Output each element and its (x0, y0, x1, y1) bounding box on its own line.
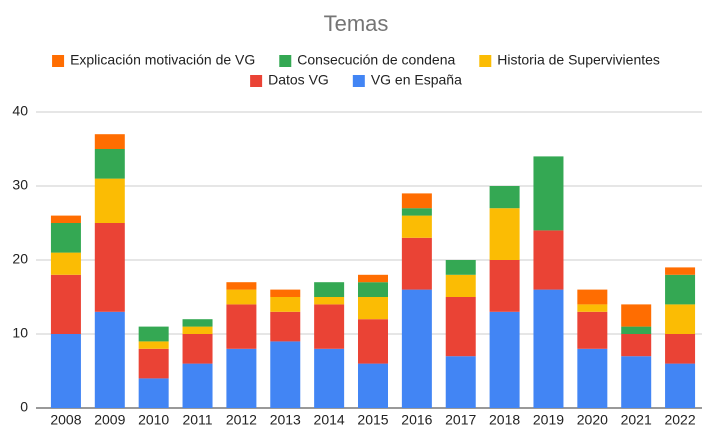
bar-segment (445, 356, 476, 408)
bar-segment (621, 334, 652, 357)
legend-label: Datos VG (268, 72, 329, 88)
x-tick-label: 2010 (138, 412, 169, 427)
bar-segment (314, 297, 345, 305)
bar-segment (533, 289, 564, 408)
legend-swatch (52, 55, 65, 67)
y-tick-label: 30 (12, 177, 28, 193)
legend-swatch (279, 55, 292, 67)
legend-label: Consecución de condena (297, 52, 455, 68)
bar-segment (489, 208, 520, 260)
bar-segment (138, 348, 169, 379)
bar-segment (621, 304, 652, 327)
bar-segment (445, 274, 476, 297)
y-tick-label: 10 (12, 325, 28, 341)
legend-swatch (479, 55, 492, 67)
bar-segment (226, 282, 257, 290)
bar-segment (226, 304, 257, 349)
x-tick-label: 2009 (94, 412, 125, 427)
x-tick-label: 2014 (314, 412, 345, 427)
bar-segment (577, 304, 608, 312)
bar-segment (358, 297, 388, 320)
legend-swatch (250, 75, 263, 87)
bar-segment (270, 289, 301, 297)
legend-label: Explicación motivación de VG (70, 52, 255, 68)
legend-label: Historia de Supervivientes (497, 52, 660, 68)
bar-segment (50, 215, 81, 223)
bar-segment (50, 274, 81, 334)
bar-segment (401, 215, 432, 238)
bar-segment (489, 260, 520, 312)
bar-segment (665, 267, 696, 275)
bar-segment (314, 348, 345, 408)
chart-title: Temas (324, 11, 389, 36)
bar-segment (50, 334, 81, 408)
bar-segment (270, 311, 301, 342)
x-tick-label: 2021 (621, 412, 652, 427)
bar-segment (270, 297, 301, 312)
y-tick-label: 0 (20, 399, 28, 415)
x-tick-label: 2017 (445, 412, 476, 427)
bar-segment (358, 274, 388, 283)
bar-segment (577, 348, 608, 408)
bar-segment (401, 289, 432, 408)
x-tick-label: 2008 (50, 412, 81, 427)
bar-segment (665, 274, 696, 305)
bar-segment (665, 304, 696, 334)
bar-segment (621, 326, 652, 334)
x-tick-label: 2016 (401, 412, 432, 427)
bar-segment (94, 134, 125, 149)
bar-segment (445, 297, 476, 357)
x-tick-label: 2013 (270, 412, 301, 427)
legend-swatch (352, 75, 365, 87)
x-tick-label: 2020 (577, 412, 608, 427)
bar-segment (94, 311, 125, 408)
bar-segment (182, 319, 213, 327)
x-tick-label: 2012 (226, 412, 257, 427)
bar-segment (358, 282, 388, 297)
bar-segment (577, 311, 608, 349)
x-tick-label: 2019 (533, 412, 564, 427)
bar-segment (138, 378, 169, 408)
bar-segment (138, 341, 169, 349)
bar-segment (533, 156, 564, 231)
bar-segment (50, 223, 81, 253)
legend-label: VG en España (371, 72, 462, 88)
bar-segment (401, 193, 432, 209)
x-tick-label: 2011 (182, 412, 212, 427)
bar-segment (665, 334, 696, 364)
bar-segment (138, 326, 169, 342)
bar-segment (489, 311, 520, 408)
bar-segment (665, 363, 696, 408)
x-tick-label: 2022 (664, 412, 695, 427)
bar-segment (577, 289, 608, 305)
bar-segment (533, 230, 564, 290)
y-tick-label: 20 (12, 251, 28, 267)
bar-segment (314, 282, 345, 297)
bar-segment (226, 289, 257, 305)
bar-segment (401, 208, 432, 216)
bar-segment (621, 356, 652, 408)
bar-segment (401, 237, 432, 290)
bar-segment (270, 341, 301, 408)
bar-segment (50, 252, 81, 275)
bar-segment (94, 149, 125, 179)
bar-segment (489, 186, 520, 209)
x-tick-label: 2015 (357, 412, 388, 427)
bar-segment (314, 304, 345, 349)
bar-segment (94, 178, 125, 223)
bar-segment (226, 348, 257, 408)
bar-segment (182, 326, 213, 334)
x-tick-label: 2018 (489, 412, 520, 427)
bar-segment (445, 260, 476, 275)
bar-segment (94, 223, 125, 312)
bar-segment (182, 363, 213, 408)
bar-segment (358, 319, 388, 364)
y-tick-label: 40 (12, 103, 28, 119)
bar-segment (182, 334, 213, 364)
bar-segment (358, 363, 388, 408)
